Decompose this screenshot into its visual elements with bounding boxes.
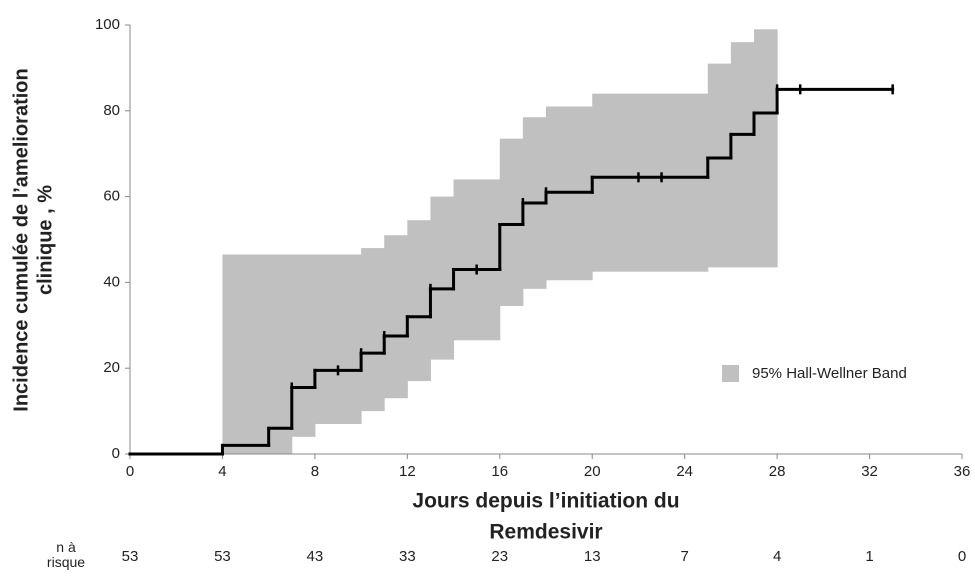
legend-swatch bbox=[722, 365, 739, 382]
x-tick-label: 0 bbox=[126, 463, 134, 480]
confidence-band bbox=[453, 179, 501, 341]
x-tick-label: 16 bbox=[491, 463, 508, 480]
confidence-band bbox=[707, 63, 732, 268]
confidence-band bbox=[430, 196, 455, 360]
y-tick-label: 100 bbox=[95, 16, 120, 33]
y-axis-title: clinique , % bbox=[34, 185, 56, 295]
x-tick-label: 4 bbox=[218, 463, 226, 480]
at-risk-count: 0 bbox=[958, 548, 966, 565]
confidence-band bbox=[730, 42, 755, 268]
at-risk-count: 53 bbox=[122, 548, 139, 565]
y-tick-label: 60 bbox=[103, 188, 120, 205]
at-risk-count: 1 bbox=[865, 548, 873, 565]
at-risk-count: 7 bbox=[680, 548, 688, 565]
x-tick-label: 28 bbox=[769, 463, 786, 480]
x-tick-label: 36 bbox=[954, 463, 971, 480]
at-risk-count: 23 bbox=[491, 548, 508, 565]
at-risk-count: 53 bbox=[214, 548, 231, 565]
confidence-band bbox=[384, 235, 408, 399]
x-axis-title: Remdesivir bbox=[489, 521, 602, 544]
confidence-band bbox=[291, 254, 316, 437]
at-risk-count: 13 bbox=[584, 548, 601, 565]
confidence-band bbox=[361, 248, 385, 412]
x-tick-label: 20 bbox=[584, 463, 601, 480]
confidence-band bbox=[592, 93, 709, 272]
confidence-band bbox=[314, 254, 362, 424]
confidence-band bbox=[407, 220, 431, 382]
at-risk-count: 33 bbox=[399, 548, 416, 565]
legend-label: 95% Hall-Wellner Band bbox=[752, 365, 907, 382]
y-axis-title: Incidence cumulée de l’amelioration bbox=[10, 68, 32, 411]
y-tick-label: 80 bbox=[103, 102, 120, 119]
at-risk-count: 4 bbox=[773, 548, 781, 565]
confidence-band bbox=[499, 138, 524, 306]
x-tick-label: 8 bbox=[311, 463, 319, 480]
y-tick-label: 20 bbox=[103, 359, 120, 376]
y-tick-label: 0 bbox=[112, 445, 120, 462]
at-risk-count: 43 bbox=[307, 548, 324, 565]
x-tick-label: 12 bbox=[399, 463, 416, 480]
x-axis-title: Jours depuis l’initiation du bbox=[412, 490, 679, 513]
confidence-band bbox=[754, 29, 778, 268]
x-tick-label: 32 bbox=[861, 463, 878, 480]
y-tick-label: 40 bbox=[103, 273, 120, 290]
x-tick-label: 24 bbox=[676, 463, 693, 480]
confidence-band bbox=[222, 254, 270, 454]
confidence-band bbox=[268, 254, 293, 454]
at-risk-label: n à risque bbox=[46, 539, 86, 570]
